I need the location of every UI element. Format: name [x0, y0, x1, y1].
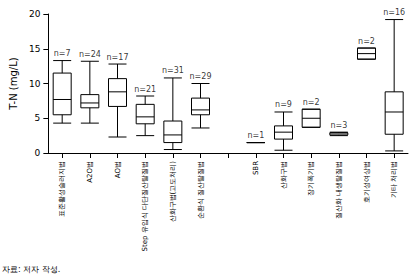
svg-text:n=2: n=2 [358, 37, 375, 46]
svg-text:산화구법(고도처리): 산화구법(고도처리) [169, 161, 177, 223]
svg-text:호기성여상법: 호기성여상법 [363, 161, 371, 203]
svg-text:T-N (mg/L): T-N (mg/L) [8, 57, 19, 110]
svg-text:n=1: n=1 [247, 131, 264, 140]
svg-text:n=16: n=16 [383, 8, 405, 17]
svg-text:10: 10 [29, 79, 41, 89]
svg-text:n=31: n=31 [162, 66, 184, 75]
svg-text:n=7: n=7 [54, 49, 71, 58]
svg-text:산화구법: 산화구법 [280, 161, 288, 189]
svg-text:0: 0 [35, 148, 41, 158]
svg-text:자료: 저자 작성.: 자료: 저자 작성. [2, 265, 60, 274]
svg-text:n=17: n=17 [107, 53, 129, 62]
svg-text:기타 처리법: 기타 처리법 [390, 161, 398, 198]
svg-text:n=2: n=2 [303, 98, 320, 107]
svg-text:Step 유입식 다단질산탈질법: Step 유입식 다단질산탈질법 [141, 161, 149, 251]
svg-text:질산화 내생탈질법: 질산화 내생탈질법 [335, 161, 343, 219]
svg-text:n=29: n=29 [190, 72, 212, 81]
svg-text:SBR: SBR [252, 161, 260, 175]
svg-text:15: 15 [29, 44, 40, 54]
svg-text:n=21: n=21 [134, 85, 156, 94]
svg-text:n=24: n=24 [79, 50, 101, 59]
svg-text:A2O법: A2O법 [86, 161, 94, 183]
svg-text:순환식 질산탈질법: 순환식 질산탈질법 [197, 161, 205, 219]
svg-text:20: 20 [29, 9, 41, 19]
svg-text:장기폭기법: 장기폭기법 [307, 161, 315, 196]
svg-text:n=3: n=3 [330, 121, 347, 130]
svg-text:5: 5 [35, 113, 41, 123]
svg-text:표준활성슬러지법: 표준활성슬러지법 [58, 161, 66, 217]
svg-text:AO법: AO법 [114, 161, 122, 178]
svg-text:n=9: n=9 [275, 100, 292, 109]
